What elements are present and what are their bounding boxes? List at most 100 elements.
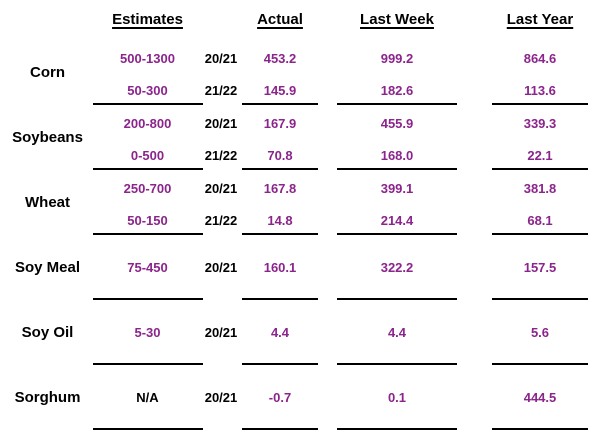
table-row: 500-1300 20/21 453.2 999.2 864.6 <box>0 42 604 74</box>
marketing-year: 20/21 <box>204 325 238 340</box>
commodity-label: Soybeans <box>12 129 83 146</box>
table-row: 250-700 20/21 167.8 399.1 381.8 <box>0 172 604 204</box>
rule-line-estimates <box>92 363 203 365</box>
actual-value: 160.1 <box>263 260 297 275</box>
rule-line-last-year <box>492 233 588 235</box>
rule-line-last-year <box>492 298 588 300</box>
last-week-value: 4.4 <box>387 325 407 340</box>
commodity-label: Corn <box>30 64 65 81</box>
table-row: 5-30 20/21 4.4 4.4 5.6 <box>0 317 604 348</box>
marketing-year: 21/22 <box>204 212 238 228</box>
marketing-year: 21/22 <box>204 147 238 163</box>
last-year-value: 381.8 <box>523 180 557 196</box>
last-week-value: 399.1 <box>380 180 414 196</box>
last-week-value: 168.0 <box>380 147 414 163</box>
last-year-value: 5.6 <box>530 325 550 340</box>
actual-value: 4.4 <box>270 325 290 340</box>
last-year-value: 339.3 <box>523 115 557 131</box>
group-rule-row <box>0 298 604 300</box>
group-rule-row <box>0 363 604 365</box>
commodity-label: Soy Meal <box>14 259 81 276</box>
table-row: 0-500 21/22 70.8 168.0 22.1 <box>0 139 604 171</box>
group-rows: N/A 20/21 -0.7 0.1 444.5 <box>0 367 604 413</box>
last-week-value: 999.2 <box>380 50 414 66</box>
commodity-label: Sorghum <box>14 389 81 406</box>
estimate-value: 75-450 <box>127 260 168 275</box>
table-row: N/A 20/21 -0.7 0.1 444.5 <box>0 382 604 413</box>
marketing-year: 21/22 <box>204 82 238 98</box>
marketing-year: 20/21 <box>204 50 238 66</box>
rule-line-last-year <box>492 168 588 170</box>
table-body: Corn 500-1300 20/21 453.2 999.2 864.6 50-300 21… <box>0 42 604 432</box>
estimate-value: N/A <box>136 390 159 405</box>
last-week-value: 214.4 <box>380 212 414 228</box>
rule-line-actual <box>242 298 318 300</box>
commodity-label: Wheat <box>25 194 70 211</box>
actual-value: 167.9 <box>263 115 297 131</box>
last-week-value: 182.6 <box>380 82 414 98</box>
last-year-value: 113.6 <box>524 82 556 98</box>
commodity-group: Soy Oil 5-30 20/21 4.4 4.4 5.6 <box>0 302 604 367</box>
rule-line-last-year <box>492 363 588 365</box>
table-row: 75-450 20/21 160.1 322.2 157.5 <box>0 252 604 283</box>
last-year-value: 444.5 <box>523 390 557 405</box>
column-header-actual: Actual <box>257 11 303 28</box>
commodity-label: Soy Oil <box>21 324 74 341</box>
group-rule-row <box>0 168 604 170</box>
actual-value: 145.9 <box>263 82 297 98</box>
actual-value: 70.8 <box>267 147 293 163</box>
commodity-group: Soy Meal 75-450 20/21 160.1 322.2 157.5 <box>0 237 604 302</box>
column-header-last-year: Last Year <box>506 11 574 28</box>
estimate-value: 5-30 <box>134 325 161 340</box>
group-rows: 250-700 20/21 167.8 399.1 381.8 50-150 21/22 14… <box>0 172 604 236</box>
commodity-group: Soybeans 200-800 20/21 167.9 455.9 339.3 0-500… <box>0 107 604 172</box>
rule-line-last-week <box>337 363 457 365</box>
group-rows: 500-1300 20/21 453.2 999.2 864.6 50-300 21/22 1… <box>0 42 604 106</box>
last-year-value: 68.1 <box>527 212 553 228</box>
last-week-value: 322.2 <box>380 260 414 275</box>
estimate-value: 50-300 <box>127 82 168 98</box>
rule-line-last-week <box>337 168 457 170</box>
last-year-value: 157.5 <box>523 260 557 275</box>
group-rows: 5-30 20/21 4.4 4.4 5.6 <box>0 302 604 348</box>
last-year-value: 864.6 <box>523 50 557 66</box>
table-row: 50-300 21/22 145.9 182.6 113.6 <box>0 74 604 106</box>
rule-line-estimates <box>92 103 203 105</box>
rule-line-last-week <box>337 103 457 105</box>
estimate-value: 500-1300 <box>120 50 175 66</box>
last-year-value: 22.1 <box>527 147 553 163</box>
commodity-group: Sorghum N/A 20/21 -0.7 0.1 444.5 <box>0 367 604 432</box>
rule-line-last-week <box>337 428 457 430</box>
group-rule-row <box>0 233 604 235</box>
rule-line-actual <box>242 168 318 170</box>
marketing-year: 20/21 <box>204 115 238 131</box>
rule-line-last-week <box>337 233 457 235</box>
rule-line-estimates <box>92 298 203 300</box>
estimate-value: 200-800 <box>123 115 172 131</box>
last-week-value: 0.1 <box>387 390 407 405</box>
rule-line-estimates <box>92 428 203 430</box>
marketing-year: 20/21 <box>204 260 238 275</box>
marketing-year: 20/21 <box>204 390 238 405</box>
rule-line-actual <box>242 233 318 235</box>
actual-value: 453.2 <box>263 50 297 66</box>
rule-line-estimates <box>92 168 203 170</box>
commodity-group: Corn 500-1300 20/21 453.2 999.2 864.6 50-300 21… <box>0 42 604 107</box>
actual-value: -0.7 <box>268 390 292 405</box>
estimate-value: 250-700 <box>123 180 172 196</box>
column-header-estimates: Estimates <box>112 11 183 28</box>
last-week-value: 455.9 <box>380 115 414 131</box>
group-rule-row <box>0 428 604 430</box>
table-row: 200-800 20/21 167.9 455.9 339.3 <box>0 107 604 139</box>
commodity-group: Wheat 250-700 20/21 167.8 399.1 381.8 50-150 21… <box>0 172 604 237</box>
group-rows: 75-450 20/21 160.1 322.2 157.5 <box>0 237 604 283</box>
estimate-value: 50-150 <box>127 212 168 228</box>
rule-line-last-year <box>492 428 588 430</box>
group-rule-row <box>0 103 604 105</box>
column-header-last-week: Last Week <box>360 11 434 28</box>
rule-line-last-week <box>337 298 457 300</box>
marketing-year: 20/21 <box>204 180 238 196</box>
rule-line-estimates <box>92 233 203 235</box>
rule-line-last-year <box>492 103 588 105</box>
